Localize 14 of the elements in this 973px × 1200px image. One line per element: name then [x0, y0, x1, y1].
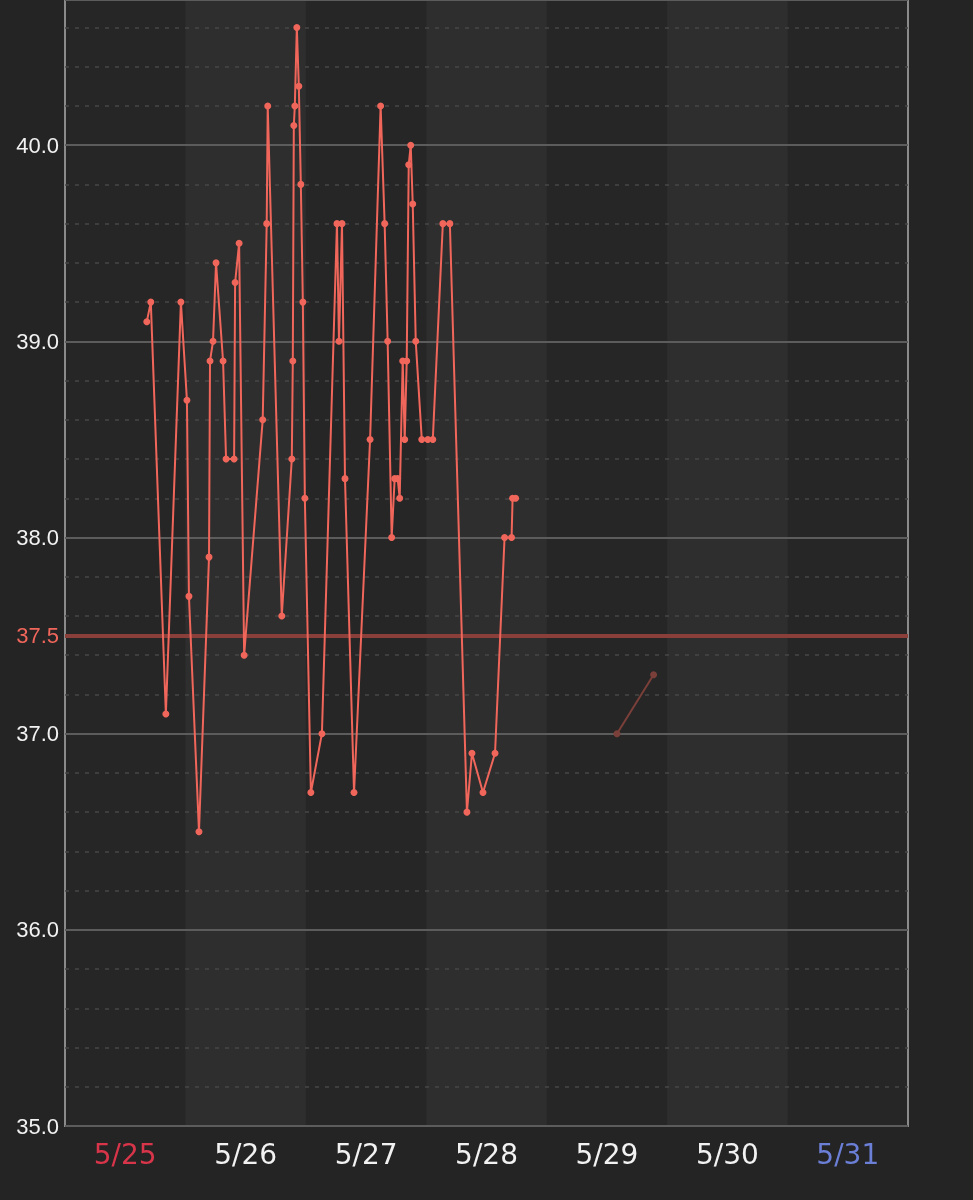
y-tick-label: 40.0 — [16, 132, 59, 158]
x-tick-label: 5/27 — [334, 1137, 398, 1171]
y-tick-label: 35.0 — [16, 1113, 59, 1139]
y-tick-label: 37.0 — [16, 721, 59, 747]
x-tick-label: 5/25 — [93, 1137, 157, 1171]
ref-line-label: 37.5 — [16, 623, 59, 649]
x-tick-label: 5/31 — [816, 1137, 880, 1171]
x-tick-label: 5/28 — [455, 1137, 518, 1171]
y-tick-label: 36.0 — [16, 917, 59, 943]
y-tick-label: 38.0 — [16, 525, 59, 550]
y-tick-label: 39.0 — [16, 328, 59, 354]
x-tick-label: 5/29 — [575, 1137, 639, 1171]
x-tick-label: 5/26 — [214, 1137, 278, 1171]
x-tick-label: 5/30 — [695, 1137, 759, 1171]
